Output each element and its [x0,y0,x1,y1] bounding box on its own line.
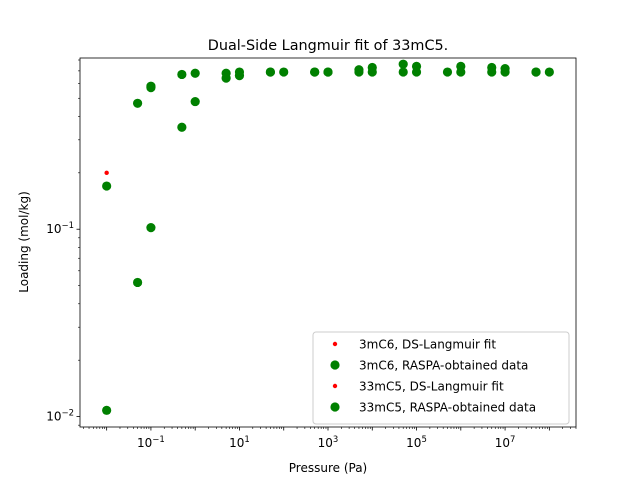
data-points [102,59,554,415]
x-tick-label: 10−1 [137,435,165,450]
legend-marker [330,402,340,412]
plot-frame [79,57,577,428]
y-axis-label: Loading (mol/kg) [17,191,31,293]
data-point [354,67,364,77]
x-axis-ticks: 10−1 101 103 105 107 [83,427,577,450]
x-tick-label: 103 [318,435,339,450]
data-point [323,67,333,77]
data-point [398,59,408,69]
legend-label: 33mC5, DS-Langmuir fit [359,380,504,394]
data-point [102,181,112,191]
data-point [190,96,200,107]
y-tick-label: 10−2 [46,409,74,424]
x-tick-label: 107 [495,435,516,450]
data-point [132,98,143,108]
data-point [456,67,466,77]
chart-title: Dual-Side Langmuir fit of 33mC5. [208,38,448,54]
legend-label: 3mC6, DS-Langmuir fit [359,338,496,352]
data-point [398,67,408,77]
legend-marker [332,341,338,347]
data-point [310,67,320,77]
y-tick-label: 10−1 [46,221,74,236]
data-point [177,69,187,80]
y-axis-ticks: 10−2 10−1 [46,59,80,426]
data-point [367,67,377,77]
data-point [146,82,156,93]
data-point [500,67,510,77]
data-point [190,68,200,78]
legend-label: 3mC6, RASPA-obtained data [359,359,528,373]
legend-marker [330,360,340,370]
x-tick-label: 105 [406,435,427,450]
legend-frame [312,331,570,425]
legend: 3mC6, DS-Langmuir fit 3mC6, RASPA-obtaine… [312,331,570,425]
data-point [544,67,554,77]
data-point [221,73,231,83]
data-point [531,67,541,77]
data-point [279,67,289,77]
data-point [442,67,453,77]
data-point [234,71,245,81]
legend-marker [332,383,338,389]
legend-label: 33mC5, RASPA-obtained data [359,401,536,415]
data-point [102,405,112,415]
data-point [487,67,497,77]
data-point [265,67,276,77]
fit-point [104,170,109,176]
x-tick-label: 101 [229,435,250,450]
data-point [177,122,187,132]
data-point [146,223,156,233]
data-point [411,67,422,77]
data-point [132,277,143,288]
x-axis-label: Pressure (Pa) [289,461,367,475]
